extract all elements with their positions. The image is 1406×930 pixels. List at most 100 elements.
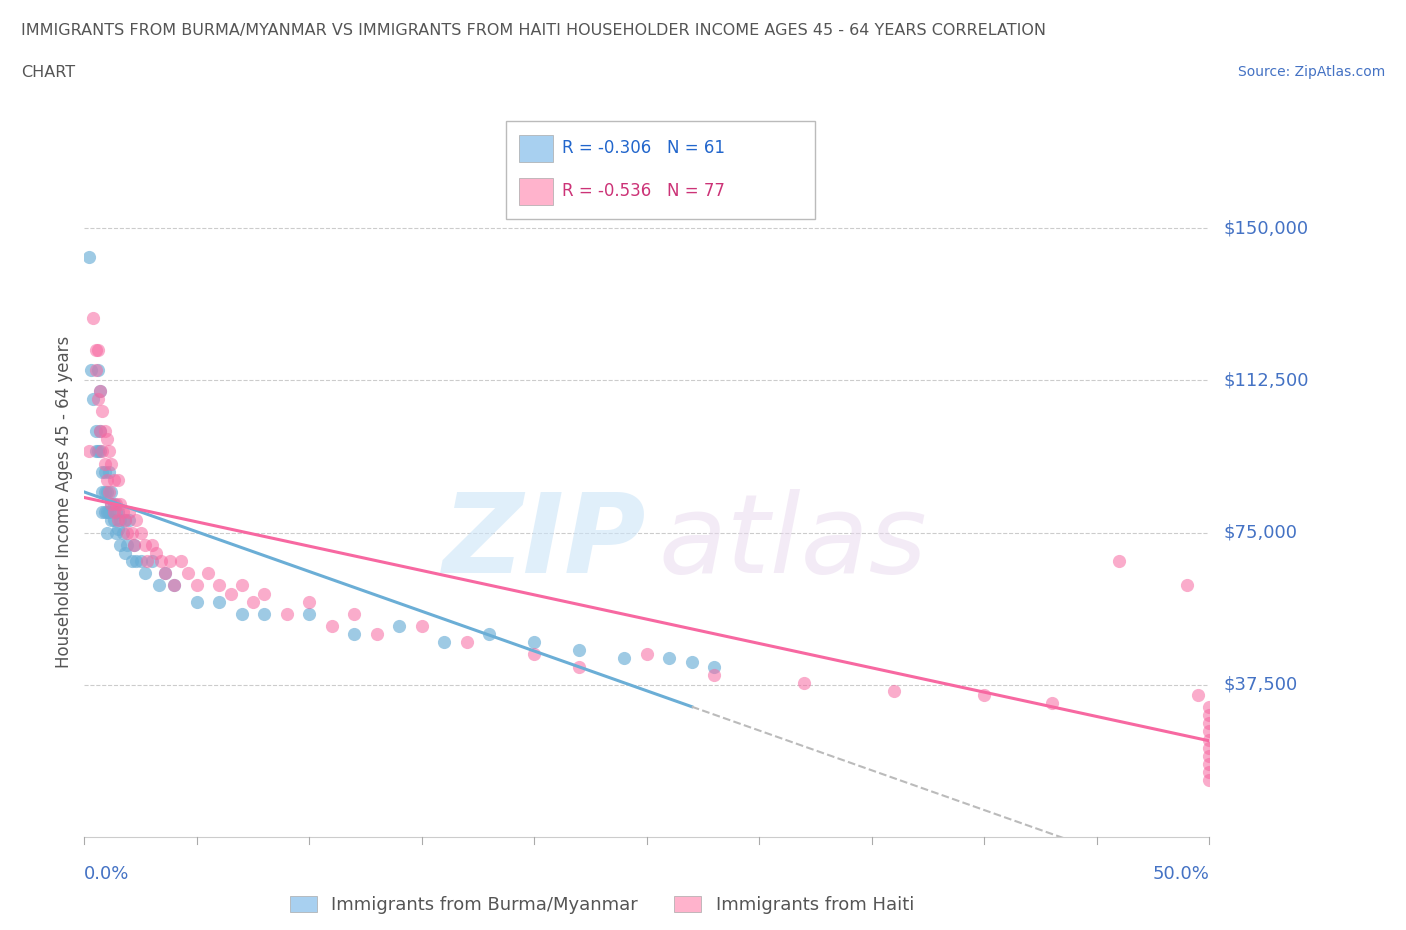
Point <box>104 497 127 512</box>
Point <box>87 444 110 458</box>
Point <box>134 565 156 580</box>
Point <box>91 464 114 479</box>
Point <box>84 342 107 357</box>
Point <box>80 363 103 378</box>
Point <box>110 513 132 528</box>
Point <box>103 505 125 520</box>
Point <box>231 578 253 592</box>
Point <box>523 635 546 650</box>
Point <box>103 513 125 528</box>
Point <box>141 553 163 568</box>
Point <box>91 444 114 458</box>
Point <box>104 525 127 540</box>
Point <box>343 627 366 642</box>
Point <box>1108 553 1130 568</box>
Point <box>253 606 276 621</box>
Point <box>98 464 121 479</box>
Point <box>91 485 114 499</box>
Point <box>145 546 167 561</box>
Point <box>84 444 107 458</box>
Point <box>1198 740 1220 755</box>
Point <box>96 432 118 446</box>
Point <box>1198 756 1220 771</box>
Point <box>159 553 181 568</box>
Point <box>82 310 104 325</box>
Point <box>115 538 138 552</box>
Point <box>1198 724 1220 739</box>
Point <box>93 464 115 479</box>
Point <box>100 457 122 472</box>
Point <box>197 565 219 580</box>
Point <box>208 594 231 609</box>
Y-axis label: Householder Income Ages 45 - 64 years: Householder Income Ages 45 - 64 years <box>55 336 73 669</box>
Point <box>613 651 636 666</box>
Point <box>1198 699 1220 714</box>
Point <box>231 606 253 621</box>
Point <box>219 586 242 601</box>
Point <box>107 472 129 487</box>
Point <box>129 553 152 568</box>
Point <box>84 363 107 378</box>
Point <box>1198 749 1220 764</box>
Text: 50.0%: 50.0% <box>1153 865 1209 883</box>
Point <box>104 505 127 520</box>
Legend: Immigrants from Burma/Myanmar, Immigrants from Haiti: Immigrants from Burma/Myanmar, Immigrant… <box>283 889 921 922</box>
Point <box>973 687 995 702</box>
Point <box>456 635 478 650</box>
Point <box>77 249 100 264</box>
Point <box>568 659 591 674</box>
Point <box>111 505 134 520</box>
Text: ZIP: ZIP <box>443 489 647 596</box>
FancyBboxPatch shape <box>519 135 553 162</box>
Point <box>77 444 100 458</box>
Point <box>111 525 134 540</box>
Point <box>321 618 343 633</box>
Point <box>122 538 145 552</box>
Point <box>163 578 186 592</box>
Point <box>658 651 681 666</box>
Point <box>366 627 388 642</box>
Point <box>114 546 136 561</box>
Text: $37,500: $37,500 <box>1223 676 1298 694</box>
Point <box>433 635 456 650</box>
Point <box>89 444 111 458</box>
Point <box>242 594 264 609</box>
Point <box>96 505 118 520</box>
Text: IMMIGRANTS FROM BURMA/MYANMAR VS IMMIGRANTS FROM HAITI HOUSEHOLDER INCOME AGES 4: IMMIGRANTS FROM BURMA/MYANMAR VS IMMIGRA… <box>21 23 1046 38</box>
Point <box>91 505 114 520</box>
Point <box>103 472 125 487</box>
Point <box>148 578 170 592</box>
Text: 0.0%: 0.0% <box>84 865 129 883</box>
Point <box>681 655 703 670</box>
Point <box>110 538 132 552</box>
Text: $112,500: $112,500 <box>1223 371 1309 390</box>
Point <box>1198 716 1220 731</box>
Point <box>107 521 129 536</box>
Point <box>1040 696 1063 711</box>
Point <box>107 513 129 528</box>
Point <box>93 424 115 439</box>
Point <box>100 485 122 499</box>
Point <box>253 586 276 601</box>
Point <box>93 485 115 499</box>
Point <box>149 553 172 568</box>
Text: CHART: CHART <box>21 65 75 80</box>
Point <box>568 643 591 658</box>
Point <box>703 659 725 674</box>
Text: atlas: atlas <box>658 489 927 596</box>
Point <box>107 505 129 520</box>
Point <box>125 553 148 568</box>
Point <box>141 538 163 552</box>
Point <box>114 513 136 528</box>
Point <box>155 565 177 580</box>
Point <box>122 538 145 552</box>
Point <box>388 618 411 633</box>
Point <box>87 363 110 378</box>
Point <box>636 647 658 662</box>
Point <box>186 578 208 592</box>
Point <box>96 485 118 499</box>
Point <box>793 675 815 690</box>
Point <box>93 457 115 472</box>
Point <box>343 606 366 621</box>
Point <box>298 606 321 621</box>
